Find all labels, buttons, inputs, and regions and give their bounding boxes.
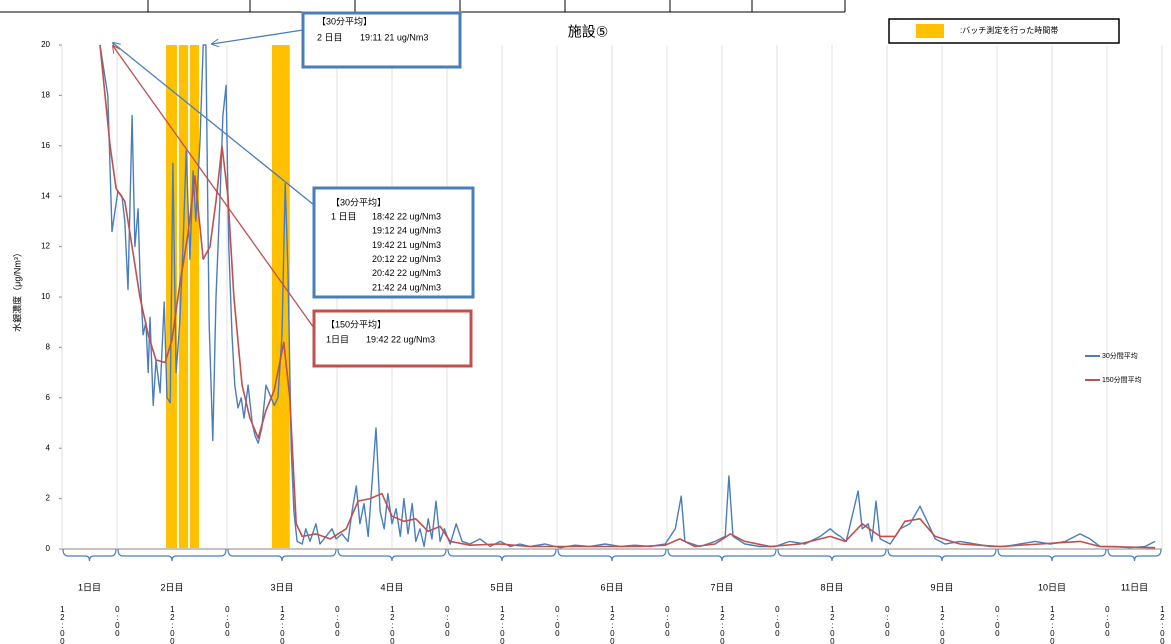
x-tick-label: 12:00	[608, 605, 617, 644]
y-tick-label: 2	[46, 494, 51, 503]
day-label: 4日目	[380, 582, 403, 592]
batch-band	[178, 45, 189, 548]
annotation-box	[312, 186, 475, 299]
day-label: 10日目	[1038, 582, 1066, 592]
annotation-box	[312, 309, 473, 368]
x-tick-label: 12:00	[718, 605, 727, 644]
x-tick-label: 0:00	[663, 605, 672, 637]
annotation-reading: 20:12 22 ug/Nm3	[372, 254, 441, 264]
y-tick-label: 8	[46, 343, 51, 352]
x-tick-label: 12:00	[168, 605, 177, 644]
batch-bands	[166, 45, 290, 548]
annotation-arrow	[212, 29, 304, 44]
annotation-reading: 18:42 22 ug/Nm3	[372, 211, 441, 221]
x-tick-label: 0:00	[993, 605, 1002, 637]
y-tick-label: 0	[46, 544, 51, 553]
x-tick-label: 0:00	[113, 605, 122, 637]
x-tick-label: 12:00	[828, 605, 837, 644]
day-brace	[62, 548, 117, 562]
annotation-day: 2 日目	[317, 32, 343, 42]
annotation-reading: 19:12 24 ug/Nm3	[372, 226, 441, 236]
batch-legend-box	[888, 18, 1120, 44]
x-tick-label: 12:00	[938, 605, 947, 644]
batch-legend-label: :バッチ測定を行った時間帯	[960, 25, 1058, 35]
annotation-arrow	[113, 43, 315, 206]
annotation-reading: 20:42 22 ug/Nm3	[372, 268, 441, 278]
y-tick-label: 16	[41, 141, 50, 150]
x-tick-label: 12:00	[1158, 605, 1167, 644]
batch-band	[271, 45, 290, 548]
annotation-title: 【30分平均】	[331, 196, 386, 207]
day-label: 11日目	[1121, 582, 1148, 592]
x-tick-label: 0:00	[333, 605, 342, 637]
grid	[59, 44, 1163, 550]
x-tick-label: 12:00	[278, 605, 287, 644]
day-brace	[777, 548, 887, 562]
x-tick-label: 12:00	[498, 605, 507, 644]
x-tick-label: 12:00	[388, 605, 397, 644]
annotation-reading: 19:11 21 ug/Nm3	[360, 32, 428, 42]
y-tick-label: 12	[41, 242, 50, 251]
batch-legend-swatch	[916, 24, 944, 38]
day-label: 1日目	[78, 582, 101, 592]
y-tick-label: 20	[41, 40, 50, 49]
series-line	[99, 44, 1156, 549]
annotation-day: 1日目	[326, 334, 349, 344]
x-tick-label: 12:00	[58, 605, 67, 644]
annotations: 【30分平均】 2 日目 19:11 21 ug/Nm3 【30分平均】 1 日目 18:…	[113, 11, 475, 368]
legend-label: 30分間平均	[1102, 351, 1138, 360]
day-brace	[667, 548, 777, 562]
y-axis-label: 水銀濃度（μg/Nm³）	[11, 248, 22, 332]
day-label: 9日目	[930, 582, 953, 592]
day-label: 6日目	[600, 582, 623, 592]
day-brace	[1107, 548, 1162, 562]
legend-label: 150分間平均	[1102, 375, 1142, 384]
series-line	[99, 44, 1156, 549]
y-tick-label: 14	[41, 191, 50, 200]
annotation-reading: 19:42 22 ug/Nm3	[366, 334, 435, 344]
day-brace	[997, 548, 1107, 562]
x-tick-label: 0:00	[553, 605, 562, 637]
annotation-reading: 21:42 24 ug/Nm3	[372, 282, 441, 292]
x-tick-label: 0:00	[883, 605, 892, 637]
day-brace	[557, 548, 667, 562]
chart-title: 施設⑤	[568, 24, 609, 40]
batch-band	[189, 45, 200, 548]
annotation-day: 1 日目	[331, 211, 357, 221]
day-label: 3日目	[270, 582, 293, 592]
day-brace	[337, 548, 447, 562]
day-brace	[117, 548, 227, 562]
annotation-reading: 19:42 21 ug/Nm3	[372, 240, 441, 250]
annotation-title: 【150分平均】	[326, 318, 386, 329]
day-label: 5日目	[490, 582, 513, 592]
y-tick-label: 6	[46, 393, 51, 402]
x-tick-label: 0:00	[1103, 605, 1112, 637]
lines	[99, 44, 1156, 549]
top-table-strip	[0, 0, 846, 13]
day-brace	[447, 548, 557, 562]
y-tick-label: 10	[41, 292, 50, 301]
annotation-title: 【30分平均】	[317, 15, 372, 26]
x-tick-label: 0:00	[443, 605, 452, 637]
annotation-box	[301, 11, 462, 69]
day-label: 2日目	[160, 582, 183, 592]
day-brace	[227, 548, 337, 562]
day-label: 8日目	[820, 582, 843, 592]
x-tick-label: 12:00	[1048, 605, 1057, 644]
day-label: 7日目	[710, 582, 733, 592]
y-tick-label: 18	[41, 91, 50, 100]
annotation-arrow	[113, 46, 315, 329]
x-tick-label: 0:00	[223, 605, 232, 637]
day-brace	[887, 548, 997, 562]
y-tick-label: 4	[46, 443, 51, 452]
x-tick-label: 0:00	[773, 605, 782, 637]
